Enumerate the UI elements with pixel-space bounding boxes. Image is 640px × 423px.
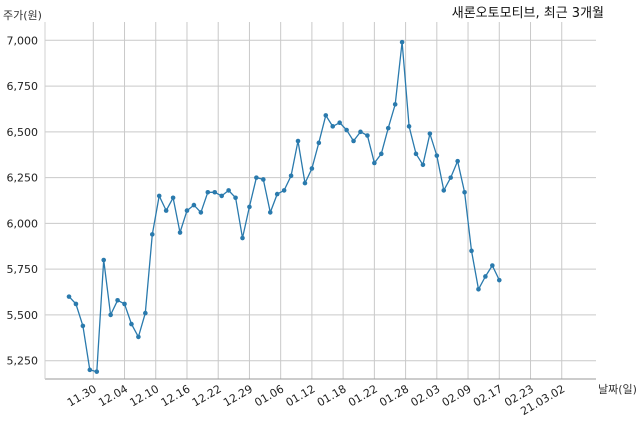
x-tick-label: 02.09: [440, 382, 474, 409]
y-tick-label: 5,250: [7, 355, 39, 368]
price-point: [122, 301, 127, 307]
x-tick-label: 01.22: [346, 382, 380, 409]
price-point: [87, 367, 93, 373]
price-point: [392, 102, 398, 107]
y-tick-label: 5,750: [7, 263, 39, 276]
price-point: [330, 124, 336, 129]
price-point: [309, 166, 315, 171]
price-point: [240, 235, 245, 241]
price-point: [323, 113, 329, 118]
price-point: [302, 180, 308, 186]
price-point: [101, 257, 106, 263]
x-tick-label: 01.18: [315, 382, 349, 409]
x-tick-label: 12.22: [190, 382, 224, 409]
price-point: [80, 323, 86, 329]
price-point: [420, 162, 426, 168]
price-point: [191, 202, 197, 208]
price-point: [73, 301, 79, 307]
price-point: [316, 140, 322, 146]
price-point: [212, 189, 218, 195]
y-tick-label: 6,750: [7, 80, 39, 93]
x-tick-label: 02.17: [471, 382, 505, 409]
price-point: [136, 334, 141, 340]
price-line: [68, 42, 500, 373]
price-point: [281, 188, 287, 193]
price-point: [379, 151, 384, 157]
y-tick-label: 6,000: [7, 217, 39, 230]
y-tick-label: 6,500: [7, 126, 39, 139]
price-point: [184, 208, 190, 213]
y-axis-label: 주가(원): [3, 9, 42, 22]
chart-title: 새론오토모티브, 최근 3개월: [452, 6, 604, 21]
price-point: [108, 312, 113, 318]
price-point: [233, 195, 238, 201]
price-point: [226, 188, 231, 193]
price-point: [406, 124, 412, 129]
price-point: [143, 310, 148, 316]
price-point: [441, 188, 447, 193]
x-tick-label: 01.06: [252, 382, 286, 409]
x-tick-label: 02.03: [409, 382, 443, 409]
price-point: [496, 277, 502, 283]
price-point: [261, 177, 266, 182]
price-point: [358, 129, 363, 135]
x-tick-label: 12.29: [221, 382, 255, 409]
price-point: [94, 369, 100, 374]
y-tick-label: 5,500: [7, 309, 39, 322]
price-point: [483, 274, 488, 279]
price-point: [490, 263, 495, 268]
price-point: [344, 127, 349, 133]
price-point: [469, 248, 474, 254]
price-point: [476, 286, 481, 292]
price-point: [288, 173, 294, 179]
price-point: [115, 297, 120, 303]
price-point: [385, 125, 391, 131]
price-point: [247, 204, 252, 210]
x-tick-label: 12.04: [96, 382, 130, 409]
x-tick-label: 11.30: [65, 382, 99, 409]
price-point: [66, 294, 72, 299]
y-tick-label: 6,250: [7, 172, 39, 185]
price-point: [337, 120, 342, 125]
price-point: [413, 151, 419, 157]
price-point: [295, 138, 301, 144]
price-point: [198, 210, 204, 215]
price-point: [254, 175, 259, 180]
price-point: [163, 208, 169, 213]
price-point: [129, 321, 134, 327]
x-tick-label: 01.12: [284, 382, 318, 409]
price-point: [434, 153, 440, 158]
price-point: [351, 138, 356, 144]
x-axis-label: 날짜(일): [598, 382, 637, 396]
grid-layer: [45, 22, 596, 379]
price-point: [427, 131, 433, 136]
axis-layer: 5,250 5,500 5,750 6,000 6,250 6,500 6,750 7,000…: [7, 22, 596, 418]
price-point: [149, 232, 155, 237]
price-point: [170, 195, 176, 201]
series-layer: [66, 39, 502, 374]
price-point: [455, 158, 460, 164]
price-point: [448, 175, 454, 180]
price-point: [267, 210, 273, 215]
price-point: [177, 230, 183, 235]
x-tick-label: 12.16: [159, 382, 193, 409]
price-point: [372, 160, 377, 166]
price-point: [219, 193, 224, 199]
price-point: [462, 189, 467, 195]
price-point: [399, 39, 405, 45]
price-point: [274, 191, 280, 197]
x-tick-label: 12.10: [127, 382, 161, 409]
price-point: [365, 133, 370, 138]
price-point: [205, 189, 211, 195]
y-tick-label: 7,000: [7, 34, 39, 47]
price-point: [156, 193, 162, 199]
x-tick-label: 01.28: [377, 382, 411, 409]
